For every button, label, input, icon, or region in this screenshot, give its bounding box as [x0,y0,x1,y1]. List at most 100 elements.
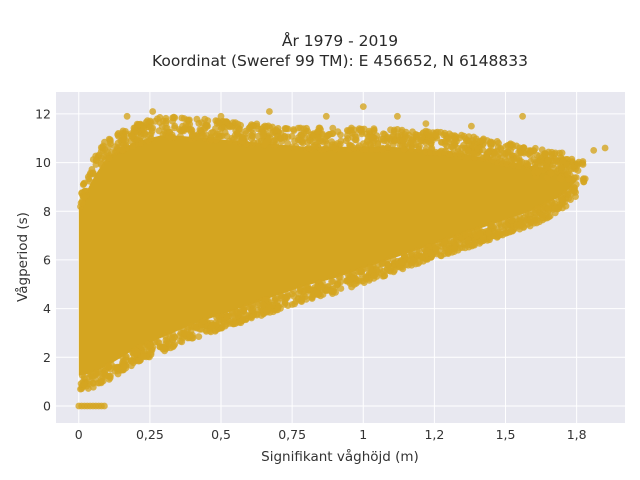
data-point [432,148,440,156]
data-point [333,281,341,289]
data-point [488,221,496,229]
y-tick-label: 10 [35,155,51,170]
data-point [272,126,280,134]
data-point [378,146,386,154]
data-point [401,251,408,259]
data-point [344,135,352,142]
data-point [105,372,113,380]
data-point [248,121,255,128]
data-point [130,351,138,359]
data-point [146,117,154,125]
data-point [352,136,360,144]
data-point [437,252,445,259]
y-tick-label: 12 [35,106,51,121]
data-point [89,169,97,177]
data-point [349,129,356,137]
data-point [571,174,578,182]
data-point [547,170,555,178]
data-point [114,370,122,378]
data-point [104,149,111,157]
data-point [507,227,515,235]
data-point [329,124,337,132]
data-point [303,284,310,291]
outlier-point [359,103,367,110]
data-point [502,230,510,237]
chart-title-line-2: Koordinat (Sweref 99 TM): E 456652, N 61… [152,52,528,70]
data-point [507,142,515,150]
data-point [441,148,448,156]
data-point [272,135,280,143]
data-point [508,157,515,165]
data-point [199,318,207,325]
data-point [274,304,282,312]
data-point [310,143,317,151]
data-point [458,144,466,152]
data-point [418,254,426,262]
data-point [451,138,458,146]
chart-title-line-1: År 1979 - 2019 [282,31,398,50]
data-point [572,193,579,201]
data-point [328,278,335,285]
data-point [344,270,352,278]
data-point [491,148,498,156]
data-point [539,205,547,213]
data-point [269,308,277,316]
data-point [240,306,248,314]
data-point [488,156,496,164]
data-point [181,329,188,337]
data-point [508,217,515,224]
data-point [178,114,186,122]
y-axis-title: Vågperiod (s) [14,212,31,302]
data-point [239,316,246,324]
data-point [427,149,435,157]
data-point [465,229,472,237]
data-point [248,314,255,322]
data-point [196,326,204,333]
outlier-point [422,120,430,127]
data-point [441,238,449,246]
data-point [397,258,405,266]
data-point [155,127,163,135]
data-point [202,131,210,139]
data-point [378,260,386,268]
data-point [272,295,280,303]
data-point [189,131,196,139]
data-point [581,175,589,183]
data-point [366,264,374,271]
data-point [518,158,526,166]
data-point [97,144,105,151]
data-point [216,119,224,127]
y-tick-label: 2 [43,350,51,365]
data-point [281,300,288,308]
data-point [138,343,146,351]
data-point [226,123,234,131]
data-point [303,124,310,132]
data-point [451,244,458,252]
data-point [328,130,336,138]
data-point [81,381,88,389]
data-point [546,212,554,220]
data-point [502,149,510,157]
data-point [397,128,405,136]
data-point [254,299,262,306]
data-point [209,321,217,329]
data-point [503,222,511,230]
data-point [92,157,100,165]
data-point [262,138,270,146]
data-point [171,124,178,132]
data-point [198,119,206,126]
data-point [128,357,136,365]
data-point [379,272,387,280]
data-point [288,132,296,140]
data-point [140,125,147,133]
data-point [122,356,130,364]
x-tick-label: 1,8 [567,427,587,442]
data-point [196,126,204,134]
data-point [265,122,272,130]
y-tick-label: 0 [43,398,51,413]
data-point [314,291,322,298]
outlier-point [601,144,609,152]
outlier-point [149,108,157,115]
data-point [362,145,369,153]
